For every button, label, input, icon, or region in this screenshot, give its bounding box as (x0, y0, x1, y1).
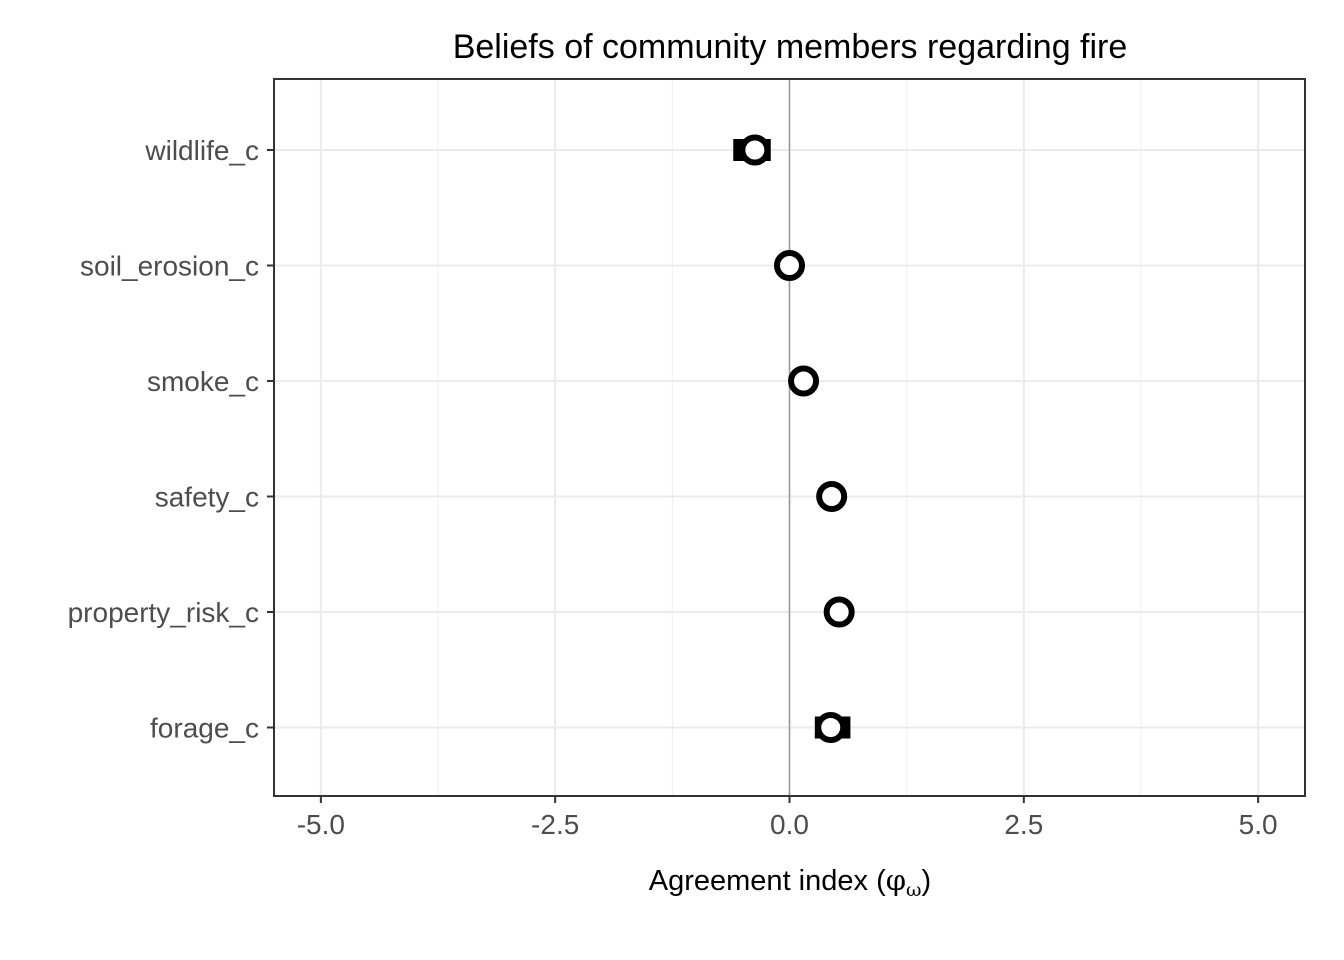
y-tick-label: property_risk_c (68, 597, 259, 628)
x-tick-label: -5.0 (297, 809, 345, 840)
y-tick-label: soil_erosion_c (80, 251, 259, 282)
data-point (739, 134, 771, 166)
data-point (788, 365, 820, 397)
axis-layer: wildlife_c soil_erosion_c smoke_c safety_cp… (68, 135, 1278, 840)
y-tick-label: wildlife_c (144, 135, 259, 166)
x-axis-label-subscript: ω (906, 879, 922, 901)
chart-title: Beliefs of community members regarding f… (453, 28, 1128, 66)
grid-layer (274, 79, 1305, 796)
x-axis-label: Agreement index (φω) (649, 863, 931, 901)
x-tick-label: 2.5 (1004, 809, 1043, 840)
y-tick-label: smoke_c (147, 366, 259, 397)
panel-border (273, 78, 1306, 797)
y-tick-label: forage_c (150, 713, 259, 744)
data-point (774, 250, 805, 281)
data-point (823, 596, 855, 628)
y-tick-label: safety_c (155, 482, 259, 513)
x-axis-label-main: Agreement index ( (649, 865, 886, 897)
data-point (815, 712, 847, 743)
data-point (816, 481, 848, 512)
x-axis-label-symbol: φ (886, 863, 906, 897)
marks-layer (733, 134, 855, 743)
x-tick-label: -2.5 (531, 809, 579, 840)
x-tick-label: 5.0 (1239, 809, 1278, 840)
x-axis-label-close: ) (922, 865, 932, 897)
x-tick-label: 0.0 (770, 809, 809, 840)
